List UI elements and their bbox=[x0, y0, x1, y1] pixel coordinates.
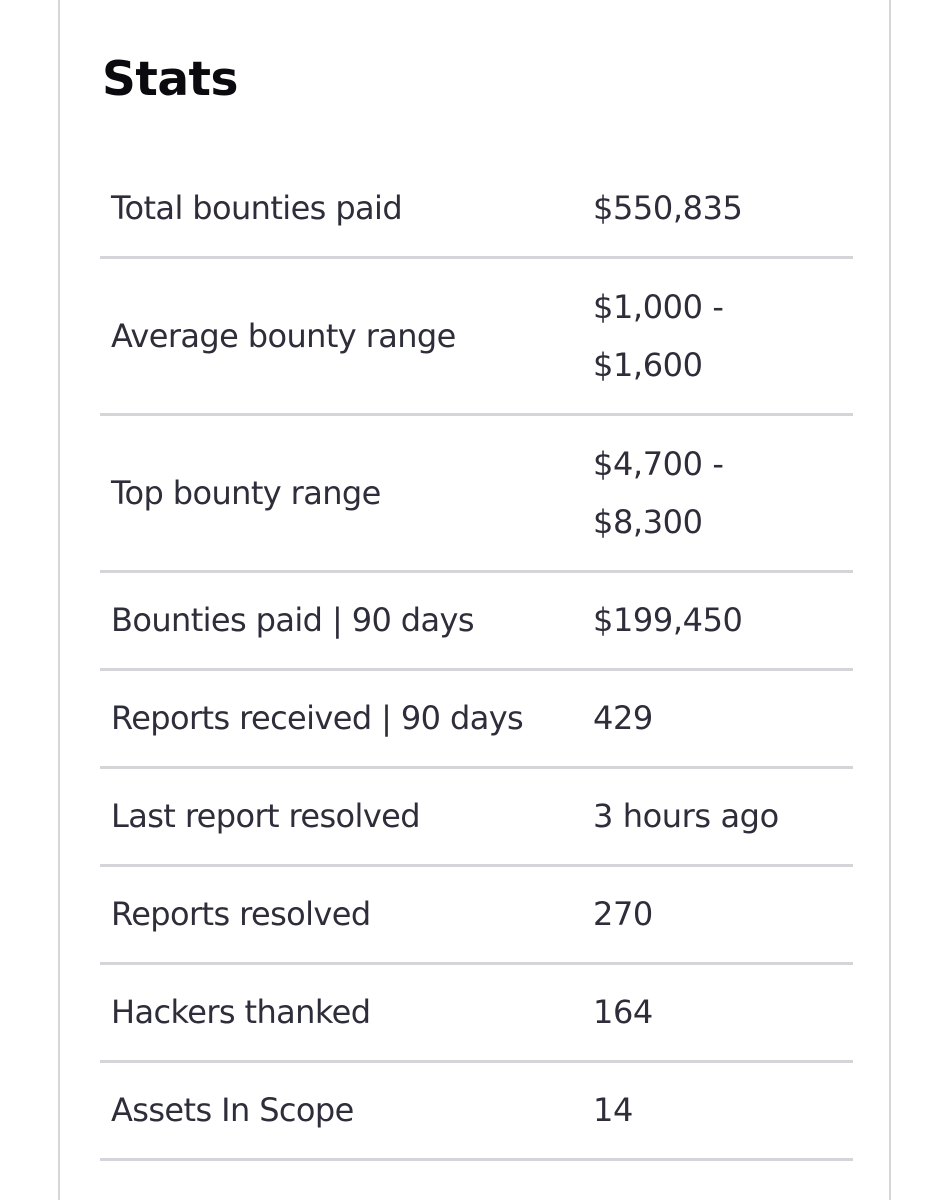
stat-value-line: $1,600 bbox=[593, 345, 703, 384]
stat-row-assets-in-scope: Assets In Scope 14 bbox=[100, 1061, 853, 1159]
stat-label: Total bounties paid bbox=[111, 188, 403, 227]
stat-row-hackers-thanked: Hackers thanked 164 bbox=[100, 963, 853, 1061]
stat-value: $199,450 bbox=[583, 571, 853, 669]
stat-value-line: $8,300 bbox=[593, 502, 703, 541]
stats-title: Stats bbox=[102, 52, 238, 107]
stat-value-line: $1,000 - bbox=[593, 287, 724, 326]
stat-value: 270 bbox=[583, 865, 853, 963]
stat-label: Last report resolved bbox=[111, 797, 421, 835]
stat-label: Top bounty range bbox=[111, 473, 381, 512]
stat-row-total-bounties-paid: Total bounties paid $550,835 bbox=[100, 160, 853, 257]
stat-row-top-bounty-range: Top bounty range $4,700 - $8,300 bbox=[100, 414, 853, 571]
stat-value: 14 bbox=[583, 1061, 853, 1159]
stat-value-line: $199,450 bbox=[593, 601, 743, 639]
stat-value: 164 bbox=[583, 963, 853, 1061]
stat-value: $1,000 - $1,600 bbox=[583, 257, 853, 414]
stat-label: Bounties paid | 90 days bbox=[111, 601, 475, 639]
stat-label: Assets In Scope bbox=[111, 1091, 354, 1129]
stat-row-bounties-paid-90-days: Bounties paid | 90 days $199,450 bbox=[100, 571, 853, 669]
stat-label: Average bounty range bbox=[111, 316, 456, 355]
stat-value-line: 429 bbox=[593, 699, 653, 737]
stat-row-reports-resolved: Reports resolved 270 bbox=[100, 865, 853, 963]
stat-label: Reports resolved bbox=[111, 895, 371, 933]
stat-value-line: $4,700 - bbox=[593, 444, 724, 483]
stat-value: $4,700 - $8,300 bbox=[583, 414, 853, 571]
stat-value: 3 hours ago bbox=[583, 767, 853, 865]
stat-value-line: 14 bbox=[593, 1091, 633, 1129]
stat-row-reports-received-90-days: Reports received | 90 days 429 bbox=[100, 669, 853, 767]
stat-value-line: $550,835 bbox=[593, 188, 743, 227]
stat-row-last-report-resolved: Last report resolved 3 hours ago bbox=[100, 767, 853, 865]
stat-value-line: 270 bbox=[593, 895, 653, 933]
stat-value-line: 3 hours ago bbox=[593, 797, 779, 835]
stat-value: 429 bbox=[583, 669, 853, 767]
stats-table: Total bounties paid $550,835 Average bou… bbox=[100, 160, 853, 1161]
stats-card: Stats Total bounties paid $550,835 Avera… bbox=[58, 0, 891, 1200]
stat-value: $550,835 bbox=[583, 160, 853, 257]
stat-value-line: 164 bbox=[593, 993, 653, 1031]
stat-label: Reports received | 90 days bbox=[111, 699, 524, 737]
stat-row-average-bounty-range: Average bounty range $1,000 - $1,600 bbox=[100, 257, 853, 414]
stat-label: Hackers thanked bbox=[111, 993, 371, 1031]
